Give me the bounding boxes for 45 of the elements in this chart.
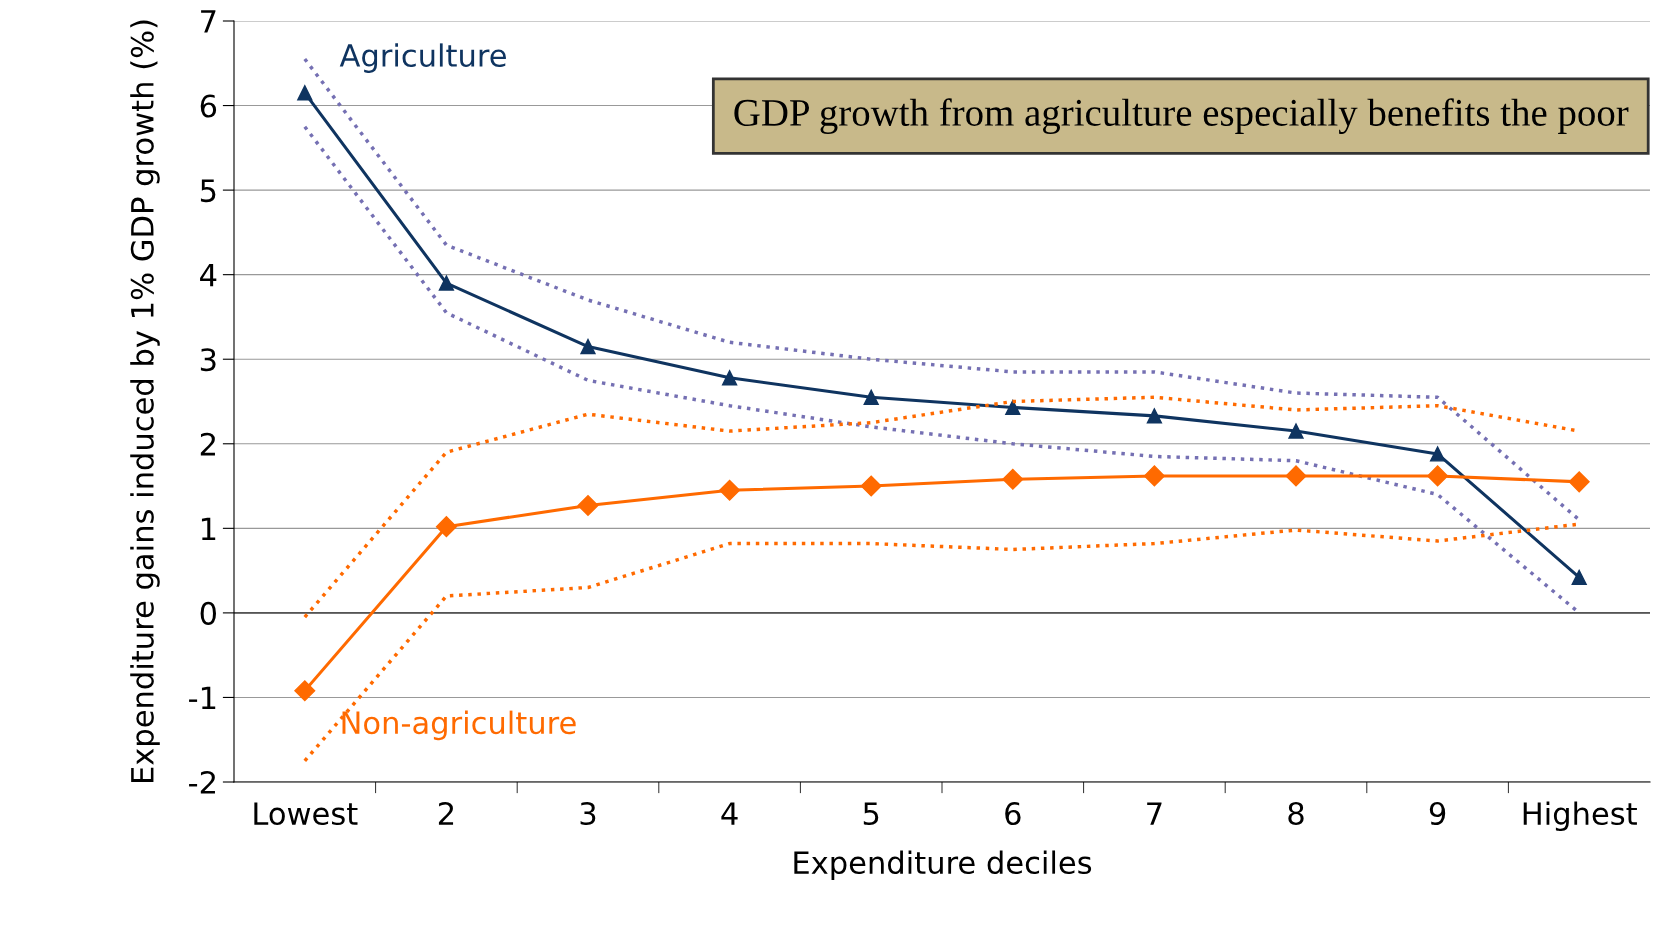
y-tick-label: 1	[201, 517, 216, 540]
point	[1429, 446, 1446, 462]
x-tick-label: 2	[438, 801, 454, 825]
x-tick-label: 6	[1005, 801, 1021, 826]
point	[1568, 471, 1590, 493]
point	[860, 475, 882, 497]
x-tick-label: 8	[1288, 801, 1304, 826]
x-tick-label: Lowest	[254, 802, 358, 826]
point	[1285, 465, 1307, 487]
point	[294, 680, 316, 702]
point	[577, 494, 599, 517]
point	[297, 85, 313, 101]
x-tick-label: 4	[721, 802, 738, 825]
point	[1002, 468, 1024, 490]
x-tick-label: 5	[863, 802, 879, 826]
y-axis-title: Expenditure gains induced by 1% GDP growth (%)	[130, 20, 160, 783]
point	[580, 338, 596, 355]
y-tick-label: 7	[201, 10, 216, 33]
point	[1146, 408, 1163, 424]
point	[1571, 569, 1587, 586]
y-tick-label: 0	[200, 601, 216, 625]
point	[1143, 465, 1165, 487]
point	[435, 516, 457, 538]
point	[1427, 465, 1449, 487]
point	[1288, 423, 1304, 439]
y-tick-label: 4	[200, 264, 217, 287]
series-label: Agriculture	[339, 43, 506, 73]
x-axis-title: Expenditure deciles	[794, 850, 1092, 881]
series-label: Non-agriculture	[342, 710, 576, 741]
y-tick-label: -2	[189, 770, 215, 794]
y-tick-label: -1	[189, 686, 216, 710]
point	[1005, 399, 1021, 416]
point	[721, 370, 738, 386]
point	[719, 479, 741, 501]
text: GDP growth from agriculture especially benefits the poor	[734, 98, 1629, 135]
point	[863, 389, 879, 405]
x-tick-label: Highest	[1523, 801, 1637, 832]
y-tick-label: 6	[200, 94, 217, 118]
x-tick-label: 3	[580, 801, 596, 826]
x-tick-label: 7	[1147, 802, 1162, 825]
y-tick-label: 3	[200, 348, 216, 372]
y-tick-label: 2	[200, 432, 215, 456]
x-tick-label: 9	[1429, 801, 1446, 826]
y-tick-label: 5	[200, 179, 216, 203]
point	[438, 275, 455, 291]
